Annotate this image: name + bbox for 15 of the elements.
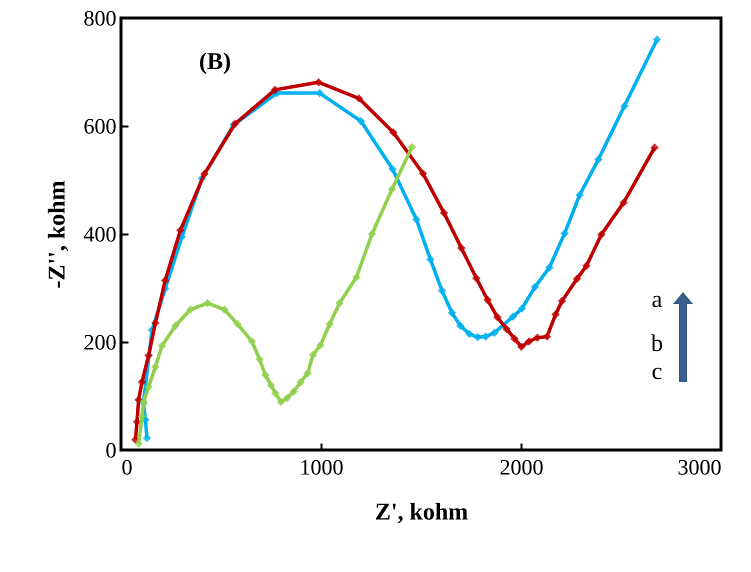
y-tick-label: 0 xyxy=(106,438,116,462)
x-tick-label: 0 xyxy=(122,454,132,480)
y-tick-label: 600 xyxy=(84,114,116,138)
x-tick-label: 1000 xyxy=(300,454,344,480)
y-tick-label: 200 xyxy=(84,330,116,354)
annotation: c xyxy=(652,359,662,385)
y-tick-label: 400 xyxy=(84,222,116,246)
x-axis-title: Z', kohm xyxy=(374,500,468,526)
annotation: b xyxy=(651,331,663,357)
x-tick-label: 3000 xyxy=(678,454,722,480)
annotation: a xyxy=(652,287,663,313)
y-tick-label: 800 xyxy=(84,6,116,30)
annotation: (B) xyxy=(199,49,231,75)
x-tick-label: 2000 xyxy=(500,454,544,480)
y-axis-title: -Z'', kohm xyxy=(44,180,70,289)
